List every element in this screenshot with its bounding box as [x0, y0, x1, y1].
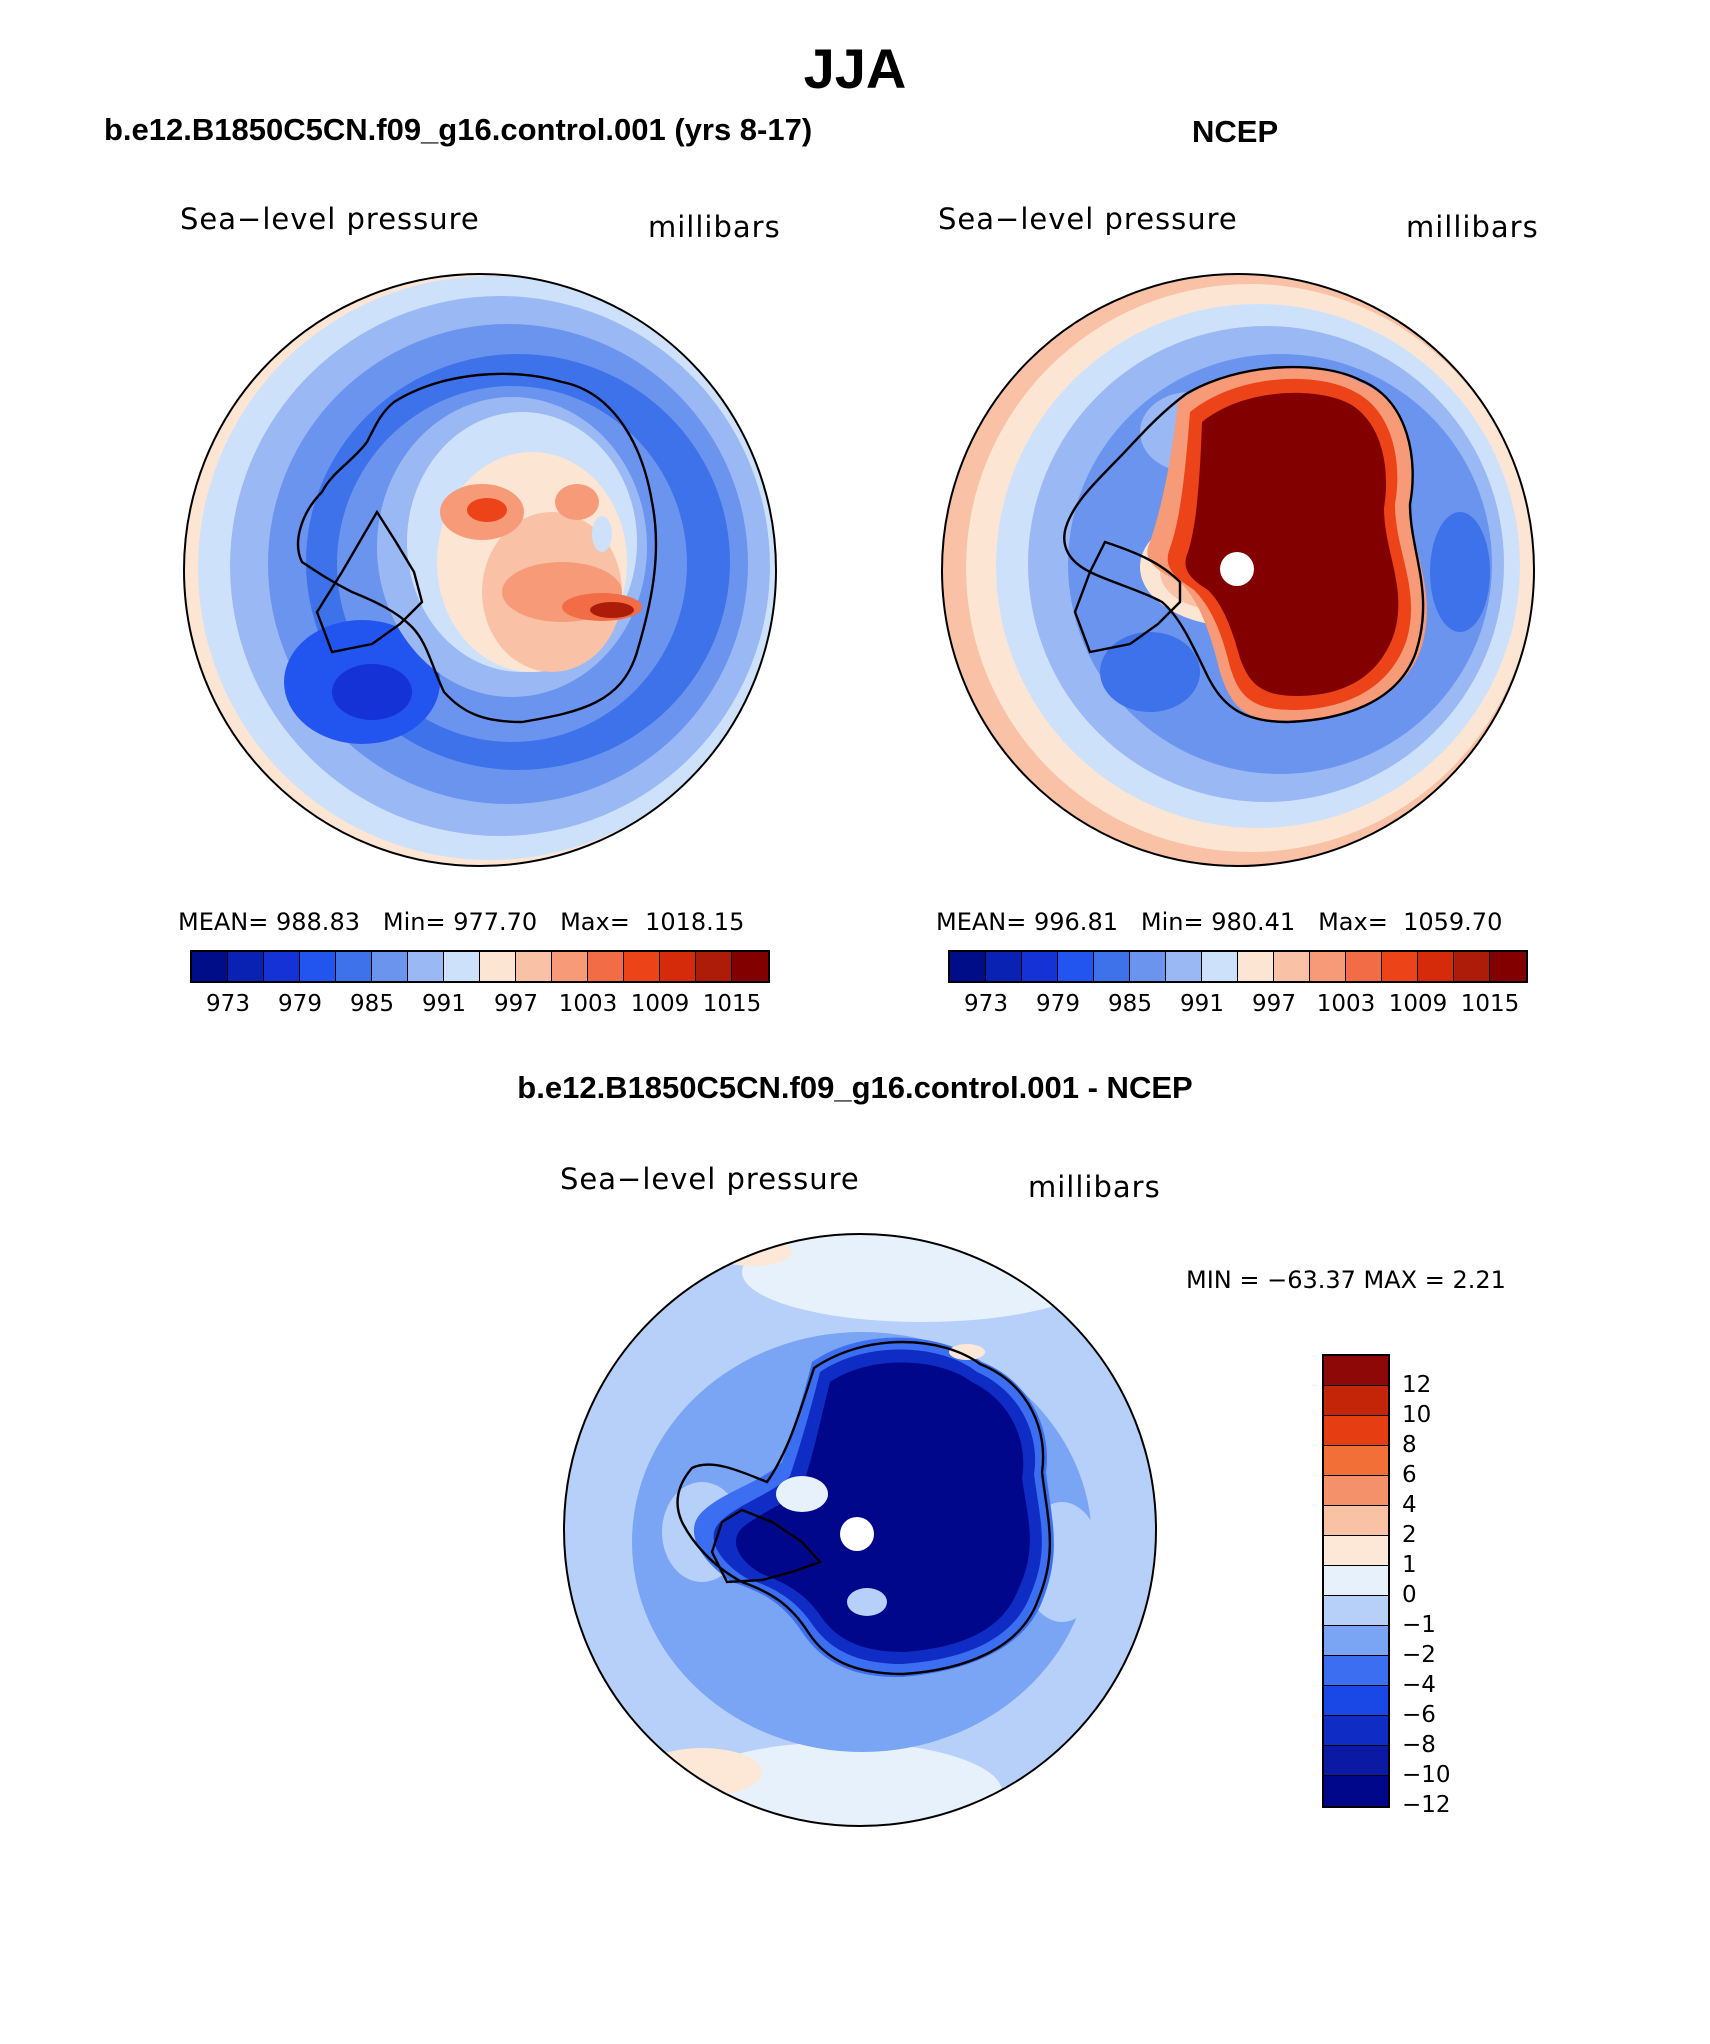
panel-diff-variable-label: Sea−level pressure	[560, 1162, 860, 1196]
panel-model-colorbar-tick-label: 985	[350, 991, 394, 1017]
panel-diff-colorbar-swatch	[1324, 1416, 1388, 1446]
panel-diff-colorbar-swatch	[1324, 1476, 1388, 1506]
panel-obs-title: NCEP	[1192, 114, 1279, 149]
panel-diff-title: b.e12.B1850C5CN.f09_g16.control.001 - NC…	[517, 1070, 1193, 1105]
panel-model-colorbar-tick-label: 979	[278, 991, 322, 1017]
panel-diff-colorbar-tick-label: 8	[1402, 1432, 1417, 1458]
panel-model-colorbar-swatch	[444, 952, 480, 981]
panel-obs-colorbar-swatch	[1346, 952, 1382, 981]
panel-model-colorbar-swatch	[372, 952, 408, 981]
panel-obs-colorbar-swatch	[1454, 952, 1490, 981]
panel-model-colorbar-swatch	[624, 952, 660, 981]
panel-diff-colorbar-tick-label: 4	[1402, 1492, 1417, 1518]
panel-diff-colorbar-tick-label: −6	[1402, 1702, 1436, 1728]
panel-model-colorbar-swatch	[552, 952, 588, 981]
panel-diff-colorbar-swatch	[1324, 1596, 1388, 1626]
panel-diff-colorbar-swatch	[1324, 1776, 1388, 1806]
panel-diff-colorbar-swatch	[1324, 1566, 1388, 1596]
panel-diff-colorbar-swatch	[1324, 1446, 1388, 1476]
panel-diff-map	[563, 1233, 1157, 1827]
panel-obs-colorbar-swatch	[1022, 952, 1058, 981]
panel-obs-colorbar-swatch	[986, 952, 1022, 981]
panel-obs-colorbar-tick-label: 973	[964, 991, 1008, 1017]
panel-obs-colorbar-swatch	[1382, 952, 1418, 981]
panel-model-colorbar-swatch	[732, 952, 768, 981]
panel-model-colorbar-swatch	[696, 952, 732, 981]
panel-model-colorbar-tick-label: 973	[206, 991, 250, 1017]
panel-model-colorbar-swatch	[264, 952, 300, 981]
panel-obs-colorbar-swatch	[1238, 952, 1274, 981]
panel-model-units-label: millibars	[648, 210, 781, 244]
panel-diff-colorbar-swatch	[1324, 1536, 1388, 1566]
panel-obs-map	[941, 273, 1535, 867]
panel-obs-stats: MEAN= 996.81 Min= 980.41 Max= 1059.70	[936, 908, 1503, 936]
panel-model-colorbar-swatch	[516, 952, 552, 981]
panel-obs-colorbar-swatch	[1130, 952, 1166, 981]
page-title: JJA	[803, 37, 907, 100]
panel-model-colorbar-swatch	[300, 952, 336, 981]
panel-obs-colorbar-swatch	[1058, 952, 1094, 981]
panel-diff-colorbar-swatch	[1324, 1386, 1388, 1416]
panel-obs-colorbar-swatch	[1418, 952, 1454, 981]
panel-model-colorbar-tick-label: 1009	[630, 991, 690, 1017]
panel-obs-colorbar-tick-label: 1003	[1316, 991, 1376, 1017]
panel-obs-colorbar-tick-label: 997	[1252, 991, 1296, 1017]
panel-model-colorbar-swatch	[228, 952, 264, 981]
panel-diff-colorbar-swatch	[1324, 1506, 1388, 1536]
panel-obs-colorbar-tick-label: 985	[1108, 991, 1152, 1017]
panel-diff-colorbar-tick-label: −4	[1402, 1672, 1436, 1698]
panel-diff-colorbar-tick-label: −8	[1402, 1732, 1436, 1758]
panel-diff-colorbar-tick-label: 6	[1402, 1462, 1417, 1488]
panel-model-colorbar-tick-label: 1015	[702, 991, 762, 1017]
panel-obs-colorbar: 973 979 985 991 997 1003 1009 1015	[948, 950, 1528, 1017]
panel-diff-colorbar-tick-label: 12	[1402, 1372, 1432, 1398]
panel-obs-colorbar-tick-label: 991	[1180, 991, 1224, 1017]
panel-diff-units-label: millibars	[1028, 1170, 1161, 1204]
panel-diff-colorbar-tick-label: 2	[1402, 1522, 1417, 1548]
panel-obs-colorbar-swatch	[950, 952, 986, 981]
panel-model-title: b.e12.B1850C5CN.f09_g16.control.001 (yrs…	[104, 112, 813, 147]
panel-obs-colorbar-tick-label: 979	[1036, 991, 1080, 1017]
panel-model-colorbar-swatch	[408, 952, 444, 981]
panel-model-colorbar-tick-label: 1003	[558, 991, 618, 1017]
panel-obs-colorbar-swatch	[1310, 952, 1346, 981]
panel-model-variable-label: Sea−level pressure	[180, 202, 480, 236]
panel-model-colorbar-swatch	[588, 952, 624, 981]
panel-model-colorbar-tick-label: 997	[494, 991, 538, 1017]
panel-obs-colorbar-tick-label: 1009	[1388, 991, 1448, 1017]
panel-obs-units-label: millibars	[1406, 210, 1539, 244]
panel-diff-colorbar-swatch	[1324, 1626, 1388, 1656]
panel-model-colorbar-tick-label: 991	[422, 991, 466, 1017]
panel-obs-colorbar-swatch	[1166, 952, 1202, 981]
panel-model-colorbar: 973 979 985 991 997 1003 1009 1015	[190, 950, 770, 1017]
panel-diff-colorbar-tick-label: −2	[1402, 1642, 1436, 1668]
panel-diff-colorbar-tick-label: 1	[1402, 1552, 1417, 1578]
panel-diff-colorbar-tick-label: 10	[1402, 1402, 1432, 1428]
panel-diff-colorbar-swatch	[1324, 1716, 1388, 1746]
panel-model-stats: MEAN= 988.83 Min= 977.70 Max= 1018.15	[178, 908, 745, 936]
panel-diff-colorbar-tick-label: −12	[1402, 1792, 1451, 1818]
panel-diff-minmax: MIN = −63.37 MAX = 2.21	[1186, 1266, 1506, 1294]
panel-model-colorbar-swatch	[660, 952, 696, 981]
panel-diff-colorbar-tick-label: −10	[1402, 1762, 1451, 1788]
panel-diff-colorbar-tick-label: −1	[1402, 1612, 1436, 1638]
panel-obs-variable-label: Sea−level pressure	[938, 202, 1238, 236]
panel-obs-colorbar-swatch	[1274, 952, 1310, 981]
panel-obs-colorbar-swatch	[1094, 952, 1130, 981]
panel-diff-colorbar-tick-label: 0	[1402, 1582, 1417, 1608]
panel-obs-colorbar-tick-label: 1015	[1460, 991, 1520, 1017]
panel-model-colorbar-swatch	[192, 952, 228, 981]
panel-model-map	[183, 273, 777, 867]
panel-diff-colorbar-swatch	[1324, 1656, 1388, 1686]
panel-obs-colorbar-swatch	[1202, 952, 1238, 981]
panel-diff-colorbar-swatch	[1324, 1356, 1388, 1386]
panel-model-colorbar-swatch	[480, 952, 516, 981]
panel-diff-colorbar-swatch	[1324, 1686, 1388, 1716]
panel-diff-colorbar-swatch	[1324, 1746, 1388, 1776]
panel-model-colorbar-swatch	[336, 952, 372, 981]
panel-diff-colorbar: 12 10 8 6 4 2 1 0 −1 −2 −4 −6 −8 −10 −12	[1322, 1354, 1451, 1818]
panel-obs-colorbar-swatch	[1490, 952, 1526, 981]
